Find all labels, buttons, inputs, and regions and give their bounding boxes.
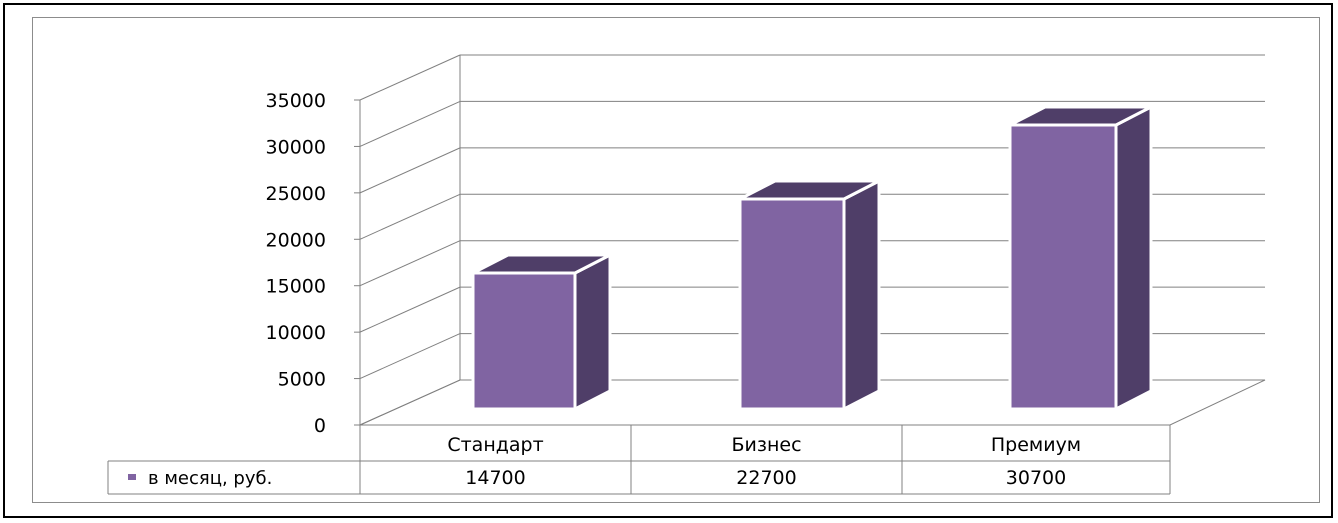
- gridline-side: [359, 54, 461, 101]
- category-label: Бизнес: [731, 434, 801, 456]
- y-tick-label: 20000: [266, 229, 326, 251]
- y-tick-label: 35000: [266, 90, 326, 112]
- bar-front-face: [738, 197, 846, 411]
- gridline-side: [359, 100, 461, 147]
- category-label: Стандарт: [447, 434, 543, 456]
- data-table: Стандарт Бизнес Премиум 14700 22700 30700 в ме…: [107, 424, 1171, 495]
- bar-front-face: [1008, 123, 1118, 411]
- chart-area-frame: [32, 17, 1320, 503]
- legend-label: в месяц, руб.: [148, 468, 272, 489]
- bar-3: [1008, 105, 1153, 411]
- y-axis-ticks: 0 5000 10000 15000 20000 25000 30000 35000: [266, 90, 326, 437]
- y-tick-label: 30000: [266, 136, 326, 158]
- bars: [471, 105, 1153, 411]
- bar-2: [738, 179, 881, 411]
- bar-front-face: [471, 271, 577, 411]
- y-tick-label: 15000: [266, 276, 326, 298]
- bar-1: [471, 253, 612, 411]
- legend-swatch: [128, 474, 136, 480]
- gridline-side: [359, 193, 461, 240]
- gridline-side: [359, 333, 461, 380]
- y-tick-label: 10000: [266, 322, 326, 344]
- gridline-side: [359, 147, 461, 194]
- bar-side-face: [1114, 105, 1153, 411]
- data-value-label: 22700: [736, 467, 796, 489]
- data-value-label: 30700: [1006, 467, 1066, 489]
- y-tick-label: 25000: [266, 183, 326, 205]
- outer-frame: [3, 3, 1333, 518]
- category-label: Премиум: [991, 434, 1081, 456]
- bar-side-face: [842, 179, 881, 411]
- y-tick-label: 5000: [278, 369, 326, 391]
- data-value-label: 14700: [465, 467, 525, 489]
- gridline-side: [359, 240, 461, 287]
- gridline-side: [359, 286, 461, 333]
- y-tick-label: 0: [314, 415, 326, 437]
- bar-side-face: [573, 253, 612, 411]
